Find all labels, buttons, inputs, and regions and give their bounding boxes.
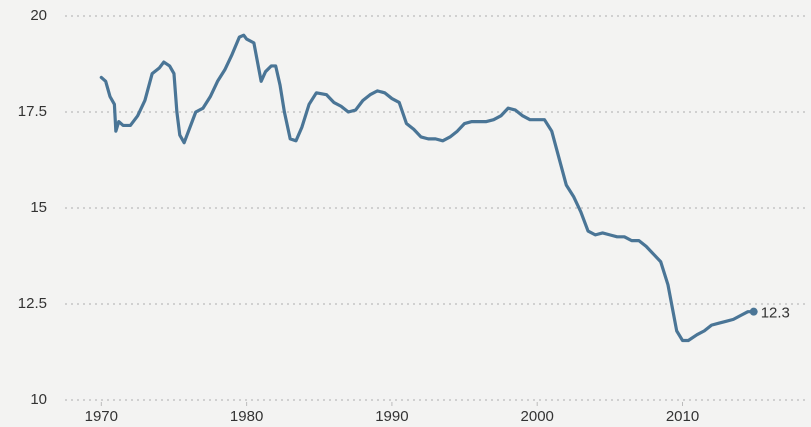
x-tick-label: 1980 — [230, 408, 263, 425]
y-tick-label: 20 — [30, 7, 47, 24]
y-tick-label: 10 — [30, 391, 47, 408]
annotation: 12.3 — [761, 305, 790, 322]
x-tick-label: 2010 — [666, 408, 699, 425]
y-tick-label: 15 — [30, 199, 47, 216]
y-tick-label: 12.5 — [18, 295, 47, 312]
data-line — [99, 33, 756, 343]
y-tick-label: 17.5 — [18, 103, 47, 120]
x-tick-label: 1990 — [375, 408, 408, 425]
x-tick-label: 2000 — [521, 408, 554, 425]
x-tick-label: 1970 — [85, 408, 118, 425]
end-point — [749, 307, 758, 316]
